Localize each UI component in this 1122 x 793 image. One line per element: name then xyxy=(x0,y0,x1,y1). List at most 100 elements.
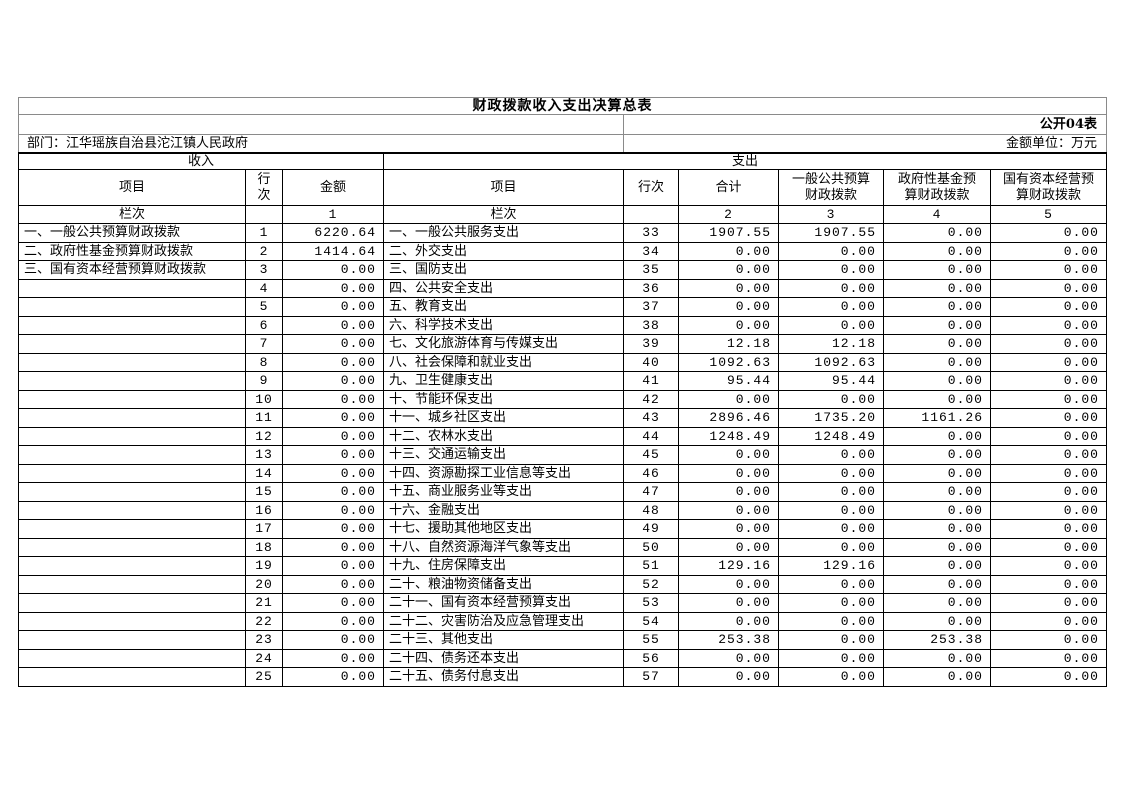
expense-line-no-cell: 46 xyxy=(623,463,679,483)
expense-item-cell: 四、公共安全支出 xyxy=(383,278,624,298)
expense-total-cell: 0.00 xyxy=(678,519,779,539)
expense-gov-fund-cell: 0.00 xyxy=(883,463,991,483)
expense-total-cell: 2896.46 xyxy=(678,408,779,428)
expense-general-budget-cell: 0.00 xyxy=(778,463,884,483)
income-item-cell xyxy=(18,352,246,372)
expense-line-no-cell: 37 xyxy=(623,297,679,317)
expense-section-header: 支出 xyxy=(383,152,1107,170)
expense-general-budget-cell: 0.00 xyxy=(778,278,884,298)
income-line-no-cell: 16 xyxy=(245,500,283,520)
income-amount-cell: 0.00 xyxy=(282,593,384,613)
income-line-no-cell: 7 xyxy=(245,334,283,354)
expense-gov-fund-cell: 0.00 xyxy=(883,334,991,354)
expense-gov-fund-cell: 0.00 xyxy=(883,352,991,372)
expense-state-capital-cell: 0.00 xyxy=(990,648,1107,668)
expense-total-cell: 0.00 xyxy=(678,537,779,557)
expense-line-no-cell: 41 xyxy=(623,371,679,391)
income-item-cell xyxy=(18,482,246,502)
income-amount-cell: 0.00 xyxy=(282,297,384,317)
expense-item-cell: 二十四、债务还本支出 xyxy=(383,648,624,668)
expense-item-cell: 二、外交支出 xyxy=(383,241,624,261)
expense-line-no-cell: 47 xyxy=(623,482,679,502)
income-item-cell xyxy=(18,519,246,539)
expense-state-capital-cell: 0.00 xyxy=(990,574,1107,594)
income-line-no-cell: 1 xyxy=(245,223,283,243)
expense-gov-fund-cell: 0.00 xyxy=(883,371,991,391)
expense-state-capital-cell: 0.00 xyxy=(990,426,1107,446)
income-amount-cell: 0.00 xyxy=(282,371,384,391)
table-row: 16 0.00 十六、金融支出 48 0.00 0.00 0.00 0.00 xyxy=(18,500,1107,520)
expense-item-cell: 五、教育支出 xyxy=(383,297,624,317)
income-line-no-header: 行 次 xyxy=(245,169,283,206)
expense-total-cell: 0.00 xyxy=(678,667,779,687)
expense-state-capital-cell: 0.00 xyxy=(990,519,1107,539)
expense-gov-fund-cell: 0.00 xyxy=(883,482,991,502)
income-item-cell xyxy=(18,389,246,409)
column-index-row: 栏次 1 栏次 2 3 4 5 xyxy=(18,205,1107,224)
expense-state-capital-cell: 0.00 xyxy=(990,334,1107,354)
income-line-no-cell: 18 xyxy=(245,537,283,557)
income-item-cell xyxy=(18,593,246,613)
income-amount-cell: 0.00 xyxy=(282,334,384,354)
table-row: 5 0.00 五、教育支出 37 0.00 0.00 0.00 0.00 xyxy=(18,297,1107,317)
expense-state-capital-cell: 0.00 xyxy=(990,371,1107,391)
income-item-cell: 二、政府性基金预算财政拨款 xyxy=(18,241,246,261)
expense-item-cell: 九、卫生健康支出 xyxy=(383,371,624,391)
lanci-income-cell: 栏次 xyxy=(18,205,246,224)
table-row: 一、一般公共预算财政拨款 1 6220.64 一、一般公共服务支出 33 190… xyxy=(18,223,1107,243)
table-row: 23 0.00 二十三、其他支出 55 253.38 0.00 253.38 0… xyxy=(18,630,1107,650)
expense-general-budget-cell: 129.16 xyxy=(778,556,884,576)
expense-state-capital-cell: 0.00 xyxy=(990,463,1107,483)
expense-general-budget-cell: 0.00 xyxy=(778,667,884,687)
section-header-row: 收入 支出 xyxy=(18,152,1107,170)
income-amount-cell: 6220.64 xyxy=(282,223,384,243)
table-row: 二、政府性基金预算财政拨款 2 1414.64 二、外交支出 34 0.00 0… xyxy=(18,241,1107,261)
expense-line-no-cell: 55 xyxy=(623,630,679,650)
expense-general-budget-cell: 1735.20 xyxy=(778,408,884,428)
income-item-cell xyxy=(18,297,246,317)
expense-item-cell: 二十三、其他支出 xyxy=(383,630,624,650)
department-row: 部门：江华瑶族自治县沱江镇人民政府 金额单位：万元 xyxy=(18,134,1107,154)
col-index-5: 5 xyxy=(990,205,1107,224)
expense-item-header: 项目 xyxy=(383,169,624,206)
expense-total-cell: 253.38 xyxy=(678,630,779,650)
income-amount-cell: 0.00 xyxy=(282,667,384,687)
income-amount-header: 金额 xyxy=(282,169,384,206)
income-line-no-cell: 9 xyxy=(245,371,283,391)
income-amount-cell: 1414.64 xyxy=(282,241,384,261)
expense-line-no-cell: 34 xyxy=(623,241,679,261)
expense-general-budget-cell: 0.00 xyxy=(778,482,884,502)
table-row: 18 0.00 十八、自然资源海洋气象等支出 50 0.00 0.00 0.00… xyxy=(18,537,1107,557)
fiscal-summary-sheet: 财政拨款收入支出决算总表 公开04表 部门：江华瑶族自治县沱江镇人民政府 金额单… xyxy=(18,97,1107,687)
expense-item-cell: 一、一般公共服务支出 xyxy=(383,223,624,243)
expense-line-no-cell: 57 xyxy=(623,667,679,687)
lanci-income-line-cell xyxy=(245,205,283,224)
income-item-cell: 一、一般公共预算财政拨款 xyxy=(18,223,246,243)
col-index-2: 2 xyxy=(678,205,779,224)
expense-state-capital-cell: 0.00 xyxy=(990,593,1107,613)
income-item-cell xyxy=(18,334,246,354)
expense-total-cell: 0.00 xyxy=(678,315,779,335)
expense-line-no-cell: 48 xyxy=(623,500,679,520)
expense-gov-fund-cell: 0.00 xyxy=(883,297,991,317)
expense-general-budget-cell: 0.00 xyxy=(778,241,884,261)
income-line-no-cell: 3 xyxy=(245,260,283,280)
expense-general-budget-cell: 0.00 xyxy=(778,630,884,650)
expense-item-cell: 十七、援助其他地区支出 xyxy=(383,519,624,539)
expense-item-cell: 七、文化旅游体育与传媒支出 xyxy=(383,334,624,354)
expense-item-cell: 十二、农林水支出 xyxy=(383,426,624,446)
title-row: 财政拨款收入支出决算总表 xyxy=(18,97,1107,115)
department-label: 部门：江华瑶族自治县沱江镇人民政府 xyxy=(18,134,624,154)
expense-state-capital-cell: 0.00 xyxy=(990,260,1107,280)
expense-gov-fund-cell: 0.00 xyxy=(883,648,991,668)
expense-gov-fund-cell: 0.00 xyxy=(883,556,991,576)
expense-gov-fund-cell: 0.00 xyxy=(883,278,991,298)
income-amount-cell: 0.00 xyxy=(282,574,384,594)
expense-line-no-cell: 52 xyxy=(623,574,679,594)
expense-item-cell: 十八、自然资源海洋气象等支出 xyxy=(383,537,624,557)
expense-line-no-cell: 42 xyxy=(623,389,679,409)
income-amount-cell: 0.00 xyxy=(282,648,384,668)
gov-fund-header: 政府性基金预 算财政拨款 xyxy=(883,169,991,206)
expense-line-no-cell: 38 xyxy=(623,315,679,335)
expense-gov-fund-cell: 0.00 xyxy=(883,445,991,465)
